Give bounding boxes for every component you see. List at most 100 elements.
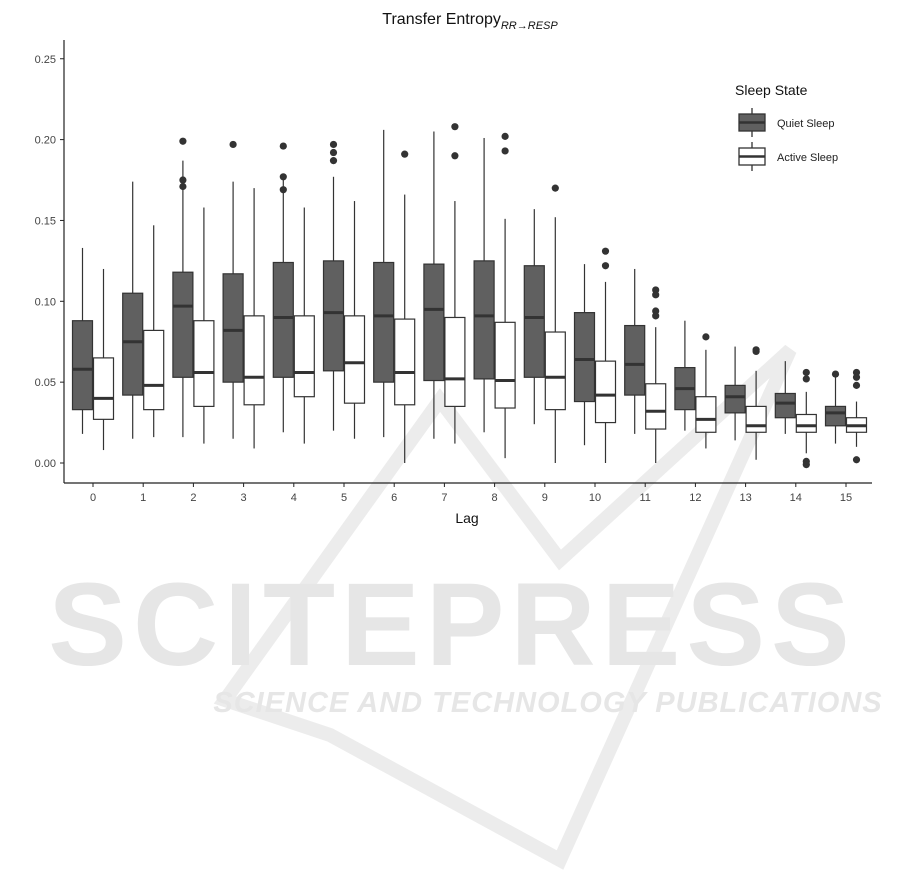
box-iqr [343, 315, 366, 404]
outlier-point [802, 461, 810, 469]
box-quiet-sleep-lag-3 [222, 140, 244, 439]
outlier-point [852, 373, 861, 381]
box-iqr [92, 357, 115, 420]
box-iqr [322, 260, 345, 372]
outlier-point [601, 247, 610, 255]
box-iqr [645, 383, 667, 430]
outlier-point [802, 375, 810, 383]
watermark-logo-shape [213, 344, 797, 870]
outlier-point [279, 142, 287, 150]
watermark-small-text: SCIENCE AND TECHNOLOGY PUBLICATIONS [213, 687, 882, 719]
y-tick-label: 0.10 [35, 296, 56, 308]
box-iqr [71, 320, 94, 411]
box-iqr [373, 261, 395, 383]
y-tick-label: 0.00 [35, 458, 56, 470]
box-active-sleep-lag-6 [394, 150, 416, 463]
plot-area [71, 123, 868, 469]
box-active-sleep-lag-3 [243, 188, 265, 449]
x-tick-label: 9 [542, 492, 548, 504]
outlier-point [551, 184, 559, 192]
box-quiet-sleep-lag-15 [824, 370, 847, 444]
outlier-point [329, 157, 338, 165]
box-quiet-sleep-lag-6 [373, 129, 395, 438]
box-iqr [795, 413, 817, 433]
x-tick-label: 8 [492, 492, 498, 504]
legend-key-quiet-sleep [738, 108, 766, 137]
outlier-point [179, 176, 187, 184]
x-axis-ticks: 0 1 2 3 4 5 6 7 8 9 10 11 12 13 14 15 [90, 483, 852, 504]
outlier-point [831, 370, 840, 378]
legend: Sleep State Quiet Sleep Active Sleep [735, 82, 838, 171]
box-active-sleep-lag-5 [343, 201, 366, 439]
box-iqr [573, 312, 596, 403]
legend-label-active-sleep: Active Sleep [777, 152, 838, 164]
box-iqr [222, 273, 244, 383]
outlier-point [802, 368, 810, 377]
outlier-point [501, 132, 509, 140]
box-quiet-sleep-lag-5 [322, 140, 345, 431]
chart-title-subscript: RR→RESP [501, 20, 559, 32]
box-quiet-sleep-lag-10 [573, 264, 596, 446]
box-iqr [122, 292, 144, 396]
box-quiet-sleep-lag-7 [423, 131, 445, 439]
outlier-point [652, 291, 660, 299]
box-iqr [473, 260, 495, 380]
chart-title-main: Transfer Entropy [382, 11, 501, 28]
box-iqr [745, 405, 767, 433]
outlier-point [179, 182, 187, 191]
box-iqr [774, 392, 796, 419]
box-iqr [172, 271, 194, 378]
box-iqr [523, 265, 545, 378]
box-active-sleep-lag-9 [544, 184, 566, 463]
outlier-point [329, 148, 338, 157]
x-tick-label: 0 [90, 492, 96, 504]
y-tick-label: 0.05 [35, 377, 56, 389]
box-iqr [494, 321, 516, 409]
box-iqr [143, 329, 165, 411]
y-axis-ticks: 0.00 0.05 0.10 0.15 0.20 0.25 [35, 54, 64, 470]
box-quiet-sleep-lag-13 [724, 346, 746, 441]
box-iqr [394, 318, 416, 406]
x-tick-label: 11 [639, 492, 650, 504]
box-iqr [624, 324, 646, 396]
outlier-point [501, 147, 509, 155]
outlier-point [652, 312, 660, 320]
box-iqr [193, 320, 215, 408]
x-tick-label: 13 [739, 492, 751, 504]
outlier-point [852, 381, 861, 389]
y-tick-label: 0.20 [35, 135, 56, 147]
x-tick-label: 10 [589, 492, 601, 504]
box-iqr [824, 405, 847, 427]
box-iqr [695, 396, 717, 433]
box-active-sleep-lag-15 [845, 368, 868, 464]
outlier-point [601, 262, 610, 270]
box-active-sleep-lag-11 [645, 286, 667, 463]
outlier-point [279, 173, 287, 181]
box-quiet-sleep-lag-12 [674, 320, 696, 431]
box-quiet-sleep-lag-4 [272, 142, 294, 433]
legend-title: Sleep State [735, 82, 808, 98]
box-active-sleep-lag-4 [293, 207, 315, 444]
box-active-sleep-lag-12 [695, 333, 717, 449]
box-active-sleep-lag-2 [193, 207, 215, 444]
box-active-sleep-lag-1 [143, 225, 165, 438]
watermark-big-text: SCITEPRESS [48, 559, 856, 691]
outlier-point [179, 137, 187, 145]
legend-label-quiet-sleep: Quiet Sleep [777, 118, 834, 130]
outlier-point [451, 152, 459, 160]
outlier-point [752, 347, 760, 356]
box-active-sleep-lag-8 [494, 132, 516, 459]
y-tick-label: 0.15 [35, 215, 56, 227]
x-tick-label: 4 [291, 492, 297, 504]
box-active-sleep-lag-14 [795, 368, 817, 469]
outlier-point [229, 140, 237, 149]
box-iqr [724, 384, 746, 414]
outlier-point [401, 150, 409, 158]
box-iqr [544, 331, 566, 411]
x-tick-label: 7 [441, 492, 447, 504]
box-quiet-sleep-lag-11 [624, 268, 646, 434]
x-tick-label: 6 [391, 492, 397, 504]
x-tick-label: 1 [140, 492, 146, 504]
box-active-sleep-lag-13 [745, 346, 767, 460]
